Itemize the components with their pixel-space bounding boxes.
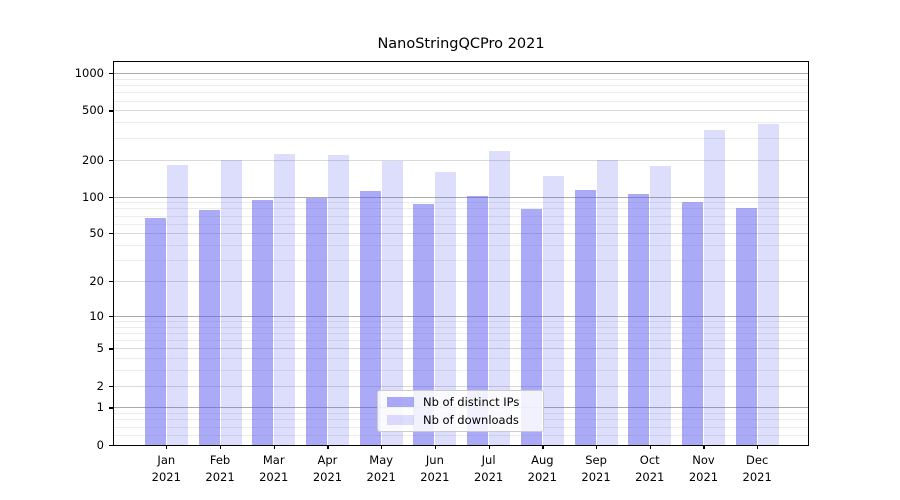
x-tick-label-nov: Nov 2021 bbox=[688, 453, 719, 484]
bar-distinct-ips-may bbox=[359, 191, 381, 445]
bar-downloads-feb bbox=[220, 160, 242, 445]
y-tick-label-5: 5 bbox=[96, 341, 104, 356]
bar-distinct-ips-mar bbox=[252, 199, 274, 445]
x-tick-mark-nov bbox=[703, 445, 705, 449]
x-tick-label-may: May 2021 bbox=[366, 453, 396, 484]
x-tick-label-jun: Jun 2021 bbox=[420, 453, 450, 484]
legend: Nb of distinct IPs Nb of downloads bbox=[377, 390, 544, 432]
bar-distinct-ips-sep bbox=[574, 190, 596, 445]
bar-distinct-ips-jan bbox=[144, 217, 166, 445]
bar-downloads-aug bbox=[542, 175, 564, 445]
x-tick-label-oct: Oct 2021 bbox=[635, 453, 665, 484]
y-tick-mark-20 bbox=[109, 281, 113, 283]
legend-label-distinct-ips: Nb of distinct IPs bbox=[423, 395, 520, 409]
bar-downloads-jan bbox=[166, 164, 188, 445]
bar-downloads-dec bbox=[757, 124, 779, 445]
y-tick-label-1000: 1000 bbox=[74, 66, 104, 81]
bar-downloads-sep bbox=[596, 159, 618, 445]
y-tick-mark-50 bbox=[109, 233, 113, 235]
gridline-600 bbox=[114, 100, 808, 102]
x-tick-label-aug: Aug 2021 bbox=[527, 453, 557, 484]
y-tick-mark-1 bbox=[109, 407, 113, 409]
x-tick-mark-jun bbox=[434, 445, 437, 449]
x-tick-label-dec: Dec 2021 bbox=[742, 453, 772, 484]
y-tick-mark-1000 bbox=[109, 73, 113, 75]
bar-distinct-ips-jun bbox=[413, 203, 435, 445]
y-tick-mark-10 bbox=[109, 315, 113, 317]
y-tick-label-2: 2 bbox=[96, 378, 104, 393]
legend-row-distinct-ips: Nb of distinct IPs bbox=[387, 395, 543, 410]
x-tick-mark-may bbox=[381, 445, 383, 449]
x-tick-mark-apr bbox=[327, 445, 329, 449]
gridline-700 bbox=[114, 92, 808, 94]
x-tick-label-feb: Feb 2021 bbox=[205, 453, 235, 484]
y-tick-mark-5 bbox=[109, 348, 113, 350]
x-tick-label-apr: Apr 2021 bbox=[312, 453, 343, 484]
gridline-400 bbox=[114, 122, 808, 124]
y-tick-label-10: 10 bbox=[89, 308, 104, 323]
bar-downloads-oct bbox=[650, 166, 672, 445]
bar-distinct-ips-feb bbox=[198, 210, 220, 445]
bar-downloads-jun bbox=[435, 172, 457, 445]
x-tick-label-jan: Jan 2021 bbox=[151, 453, 181, 484]
gridline-900 bbox=[114, 78, 808, 80]
y-tick-mark-500 bbox=[109, 110, 113, 112]
x-tick-mark-jan bbox=[166, 445, 168, 449]
y-tick-label-50: 50 bbox=[89, 226, 104, 241]
bar-downloads-apr bbox=[327, 154, 349, 445]
y-tick-mark-200 bbox=[109, 159, 113, 161]
bar-distinct-ips-nov bbox=[681, 201, 703, 445]
bar-distinct-ips-oct bbox=[628, 194, 650, 445]
gridline-1000 bbox=[114, 73, 808, 75]
gridline-500 bbox=[114, 110, 808, 112]
x-tick-mark-oct bbox=[649, 445, 651, 449]
legend-row-downloads: Nb of downloads bbox=[387, 413, 543, 428]
bar-distinct-ips-jul bbox=[467, 196, 489, 445]
x-tick-mark-sep bbox=[596, 445, 598, 449]
x-tick-mark-mar bbox=[273, 445, 275, 449]
x-tick-label-sep: Sep 2021 bbox=[581, 453, 611, 484]
bar-downloads-may bbox=[381, 160, 403, 445]
x-tick-label-mar: Mar 2021 bbox=[259, 453, 289, 484]
gridline-800 bbox=[114, 85, 808, 87]
y-tick-label-20: 20 bbox=[89, 274, 104, 288]
y-tick-label-100: 100 bbox=[82, 189, 104, 204]
y-tick-label-200: 200 bbox=[82, 152, 104, 167]
x-tick-mark-aug bbox=[542, 445, 544, 449]
legend-label-downloads: Nb of downloads bbox=[423, 413, 519, 427]
legend-swatch-downloads bbox=[387, 415, 414, 425]
y-tick-label-0: 0 bbox=[96, 437, 104, 452]
x-tick-mark-feb bbox=[220, 445, 222, 449]
y-tick-mark-0 bbox=[109, 444, 113, 446]
chart-title: NanoStringQCPro 2021 bbox=[377, 36, 545, 52]
bar-distinct-ips-apr bbox=[305, 197, 327, 445]
x-tick-mark-jul bbox=[488, 445, 490, 449]
bar-distinct-ips-dec bbox=[735, 208, 757, 445]
y-tick-label-500: 500 bbox=[82, 103, 104, 118]
y-tick-mark-100 bbox=[109, 196, 113, 198]
y-tick-mark-2 bbox=[109, 385, 113, 387]
y-tick-label-1: 1 bbox=[96, 400, 104, 415]
x-tick-mark-dec bbox=[757, 445, 759, 449]
bar-downloads-mar bbox=[274, 153, 296, 445]
x-tick-label-jul: Jul 2021 bbox=[473, 453, 504, 484]
bar-downloads-nov bbox=[703, 129, 725, 445]
legend-swatch-distinct-ips bbox=[387, 397, 414, 407]
